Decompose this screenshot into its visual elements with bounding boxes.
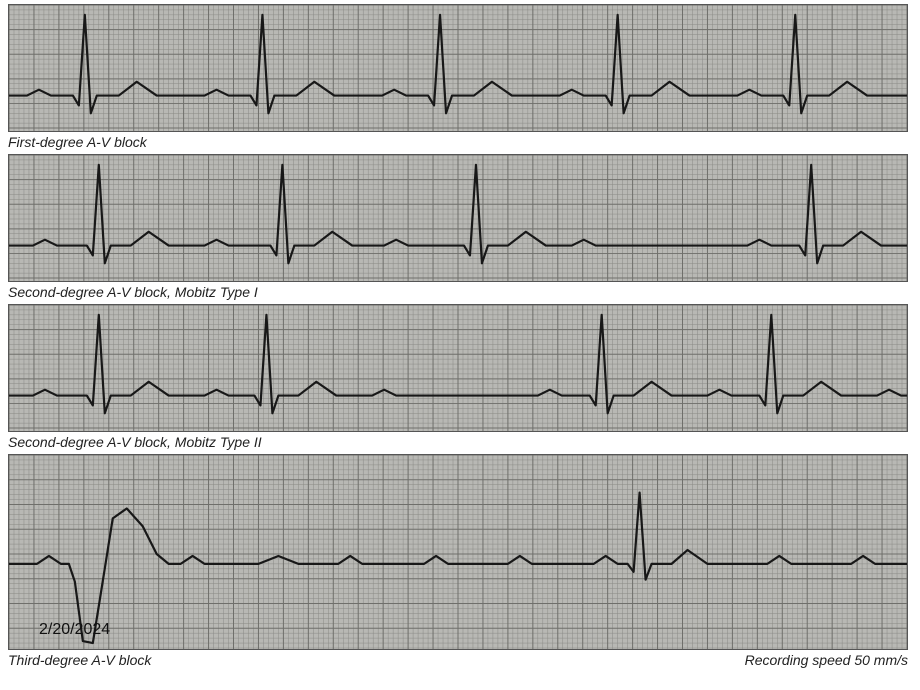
ecg-strip-block-3: Second-degree A-V block, Mobitz Type II: [8, 304, 912, 450]
ecg-strip-block-2: Second-degree A-V block, Mobitz Type I: [8, 154, 912, 300]
caption-2: Second-degree A-V block, Mobitz Type I: [8, 284, 258, 300]
ecg-figure: First-degree A-V block Second-degree A-V…: [0, 0, 920, 690]
ecg-strip-block-1: First-degree A-V block: [8, 4, 912, 150]
caption-row-1: First-degree A-V block: [8, 132, 908, 150]
caption-row-3: Second-degree A-V block, Mobitz Type II: [8, 432, 908, 450]
ecg-strip-4: 2/20/2024: [8, 454, 908, 650]
ecg-strip-3: [8, 304, 908, 432]
caption-1: First-degree A-V block: [8, 134, 147, 150]
ecg-strip-block-4: 2/20/2024 Third-degree A-V block Recordi…: [8, 454, 912, 668]
ecg-strip-1: [8, 4, 908, 132]
recording-speed-label: Recording speed 50 mm/s: [745, 652, 908, 668]
caption-4: Third-degree A-V block: [8, 652, 151, 668]
caption-row-4: Third-degree A-V block Recording speed 5…: [8, 650, 908, 668]
caption-3: Second-degree A-V block, Mobitz Type II: [8, 434, 262, 450]
caption-row-2: Second-degree A-V block, Mobitz Type I: [8, 282, 908, 300]
ecg-strip-2: [8, 154, 908, 282]
